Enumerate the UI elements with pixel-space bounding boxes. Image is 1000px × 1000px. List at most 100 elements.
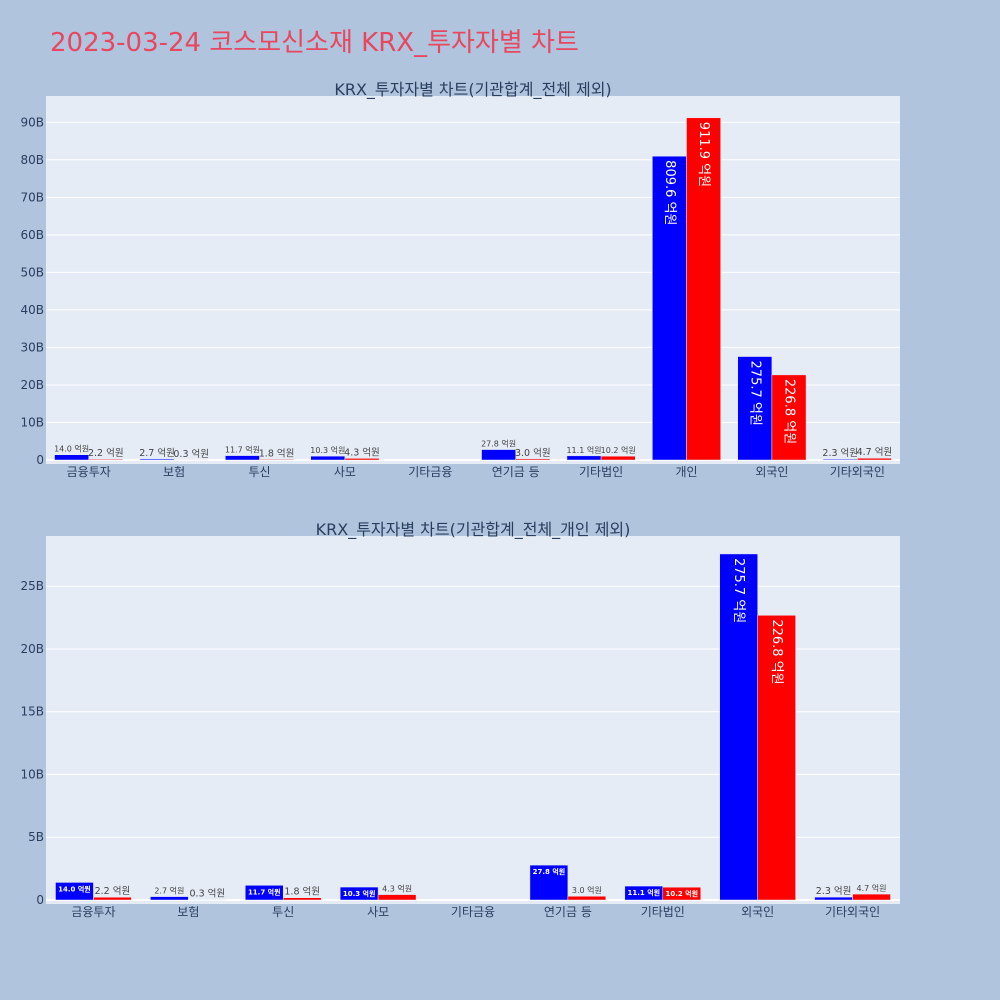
bar-value-label: 911.9 억원 bbox=[696, 122, 711, 187]
chart-bottom: KRX_투자자별 차트(기관합계_전체_개인 제외) 0 5B 10B 15B 20B 2… bbox=[20, 520, 900, 919]
bar bbox=[814, 896, 853, 901]
bar-value-label: 11.7 억원 bbox=[248, 887, 281, 896]
x-tick-label: 투신 bbox=[248, 465, 270, 479]
bar-value-label: 10.2 억원 bbox=[601, 445, 636, 455]
x-tick-label: 보험 bbox=[163, 465, 185, 479]
y-tick-label: 0 bbox=[36, 453, 44, 467]
x-tick-label: 기타외국인 bbox=[830, 465, 885, 479]
x-tick-label: 연기금 등 bbox=[544, 905, 592, 919]
x-tick-label: 투신 bbox=[272, 905, 294, 919]
bar bbox=[139, 458, 175, 461]
x-tick-label: 외국인 bbox=[741, 905, 774, 919]
y-tick-label: 20B bbox=[20, 378, 44, 392]
bar bbox=[529, 864, 569, 901]
bar-value-label: 10.2 억원 bbox=[665, 889, 698, 898]
bar-value-label: 4.7 억원 bbox=[857, 883, 887, 893]
x-tick-label: 기타법인 bbox=[641, 905, 685, 919]
x-tick-label: 연기금 등 bbox=[492, 465, 540, 479]
bar-value-label: 27.8 억원 bbox=[533, 867, 566, 876]
bar bbox=[88, 458, 124, 461]
x-tick-label: 기타금융 bbox=[451, 905, 495, 919]
chart-bottom-title: KRX_투자자별 차트(기관합계_전체_개인 제외) bbox=[316, 520, 631, 540]
bar-value-label: 4.3 억원 bbox=[382, 884, 412, 894]
bar-value-label: 1.8 억원 bbox=[284, 886, 320, 898]
bar bbox=[662, 886, 701, 901]
y-tick-label: 80B bbox=[20, 153, 44, 167]
bar bbox=[310, 455, 346, 461]
bar bbox=[225, 455, 260, 461]
bar bbox=[600, 455, 636, 461]
x-tick-label: 금융투자 bbox=[67, 465, 111, 479]
y-tick-label: 0 bbox=[36, 893, 44, 907]
chart-top-title: KRX_투자자별 차트(기관합계_전체 제외) bbox=[334, 80, 611, 100]
bar-value-label: 11.1 억원 bbox=[628, 888, 661, 897]
bar-value-label: 2.7 억원 bbox=[139, 447, 175, 459]
bar bbox=[55, 882, 94, 901]
bar-value-label: 14.0 억원 bbox=[58, 884, 91, 893]
bar-value-label: 4.7 억원 bbox=[857, 446, 893, 458]
bar bbox=[54, 454, 89, 461]
x-tick-label: 기타금융 bbox=[408, 465, 452, 479]
bar bbox=[567, 895, 607, 901]
y-tick-label: 15B bbox=[20, 705, 44, 719]
chart-top: KRX_투자자별 차트(기관합계_전체 제외) 0 10B 20B 30B 40B 50B… bbox=[20, 80, 900, 479]
x-tick-label: 사모 bbox=[367, 905, 389, 919]
bar bbox=[852, 893, 891, 901]
bar-value-label: 11.7 억원 bbox=[225, 445, 260, 455]
bar bbox=[245, 885, 284, 901]
bar bbox=[481, 449, 516, 461]
y-tick-label: 60B bbox=[20, 228, 44, 242]
bar-value-label: 2.3 억원 bbox=[816, 885, 852, 897]
y-tick-label: 5B bbox=[28, 830, 44, 844]
bar bbox=[771, 374, 807, 461]
bar-value-label: 2.3 억원 bbox=[822, 447, 858, 459]
y-tick-label: 20B bbox=[20, 642, 44, 656]
x-tick-label: 기타법인 bbox=[579, 465, 623, 479]
bar-value-label: 275.7 억원 bbox=[731, 558, 746, 623]
y-tick-label: 70B bbox=[20, 190, 44, 204]
bar bbox=[822, 458, 858, 461]
y-tick-label: 40B bbox=[20, 303, 44, 317]
bar bbox=[93, 896, 132, 901]
x-tick-label: 사모 bbox=[334, 465, 356, 479]
bar bbox=[757, 615, 796, 901]
bar bbox=[377, 894, 417, 901]
bar bbox=[686, 117, 721, 461]
bar-value-label: 27.8 억원 bbox=[481, 439, 516, 449]
y-tick-label: 90B bbox=[20, 115, 44, 129]
x-tick-label: 외국인 bbox=[755, 465, 788, 479]
bar-value-label: 10.3 억원 bbox=[310, 445, 345, 455]
bar-value-label: 4.3 억원 bbox=[344, 446, 380, 458]
y-tick-label: 50B bbox=[20, 265, 44, 279]
bar-value-label: 0.3 억원 bbox=[173, 448, 209, 460]
bar bbox=[282, 897, 322, 901]
bar-value-label: 226.8 억원 bbox=[769, 619, 784, 684]
bar bbox=[344, 458, 380, 461]
bar bbox=[857, 457, 892, 461]
x-tick-label: 기타외국인 bbox=[825, 905, 880, 919]
bar bbox=[652, 155, 687, 461]
bar bbox=[515, 458, 551, 461]
bar-value-label: 226.8 억원 bbox=[781, 379, 796, 444]
x-tick-label: 금융투자 bbox=[71, 905, 115, 919]
bar-value-label: 3.0 억원 bbox=[572, 885, 602, 895]
bar-value-label: 3.0 억원 bbox=[515, 447, 551, 459]
x-tick-label: 보험 bbox=[177, 905, 199, 919]
bar-value-label: 2.2 억원 bbox=[95, 885, 131, 897]
page-title: 2023-03-24 코스모신소재 KRX_투자자별 차트 bbox=[50, 28, 579, 58]
bar bbox=[566, 455, 602, 461]
y-tick-label: 10B bbox=[20, 767, 44, 781]
bar-value-label: 11.1 억원 bbox=[566, 445, 601, 455]
bar bbox=[339, 886, 379, 901]
y-tick-label: 10B bbox=[20, 415, 44, 429]
y-tick-label: 25B bbox=[20, 579, 44, 593]
bar bbox=[719, 553, 758, 901]
bar-value-label: 275.7 억원 bbox=[747, 361, 762, 426]
bar bbox=[150, 896, 189, 901]
bar bbox=[259, 459, 294, 461]
bar-value-label: 0.3 억원 bbox=[190, 888, 226, 900]
bar-value-label: 1.8 억원 bbox=[259, 447, 295, 459]
y-tick-label: 30B bbox=[20, 340, 44, 354]
bar bbox=[737, 356, 773, 461]
